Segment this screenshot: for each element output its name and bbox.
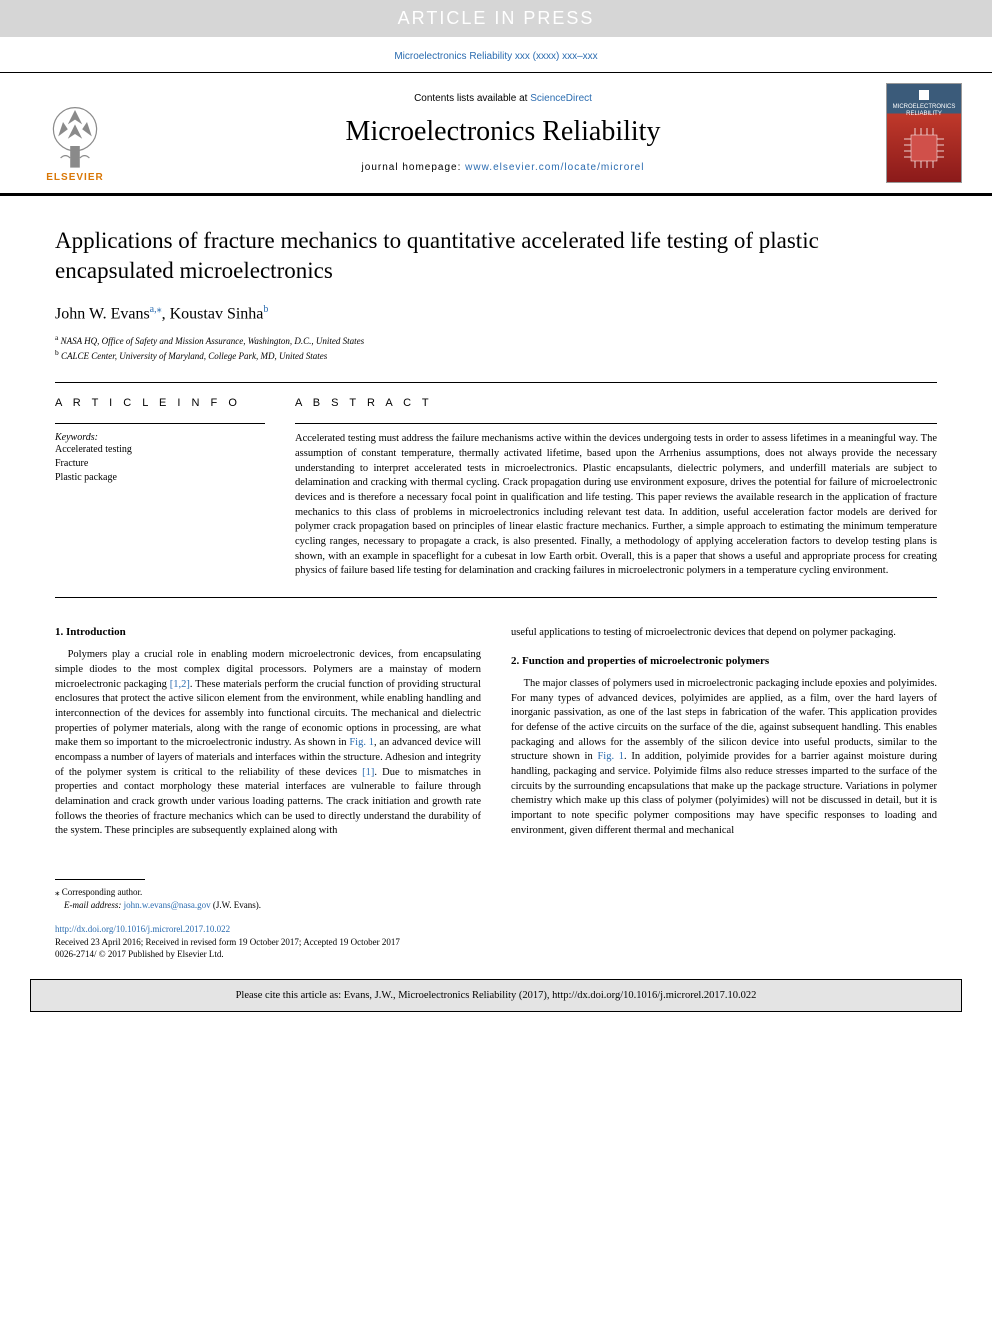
fig-1-link[interactable]: Fig. 1	[349, 737, 374, 748]
keywords-label: Keywords:	[55, 432, 265, 443]
footnote-rule	[55, 879, 145, 880]
journal-homepage-link[interactable]: www.elsevier.com/locate/microrel	[465, 162, 644, 173]
section-2-paragraph: The major classes of polymers used in mi…	[511, 677, 937, 839]
article-info-heading: A R T I C L E I N F O	[55, 397, 265, 409]
info-abstract-row: A R T I C L E I N F O Keywords: Accelera…	[55, 382, 937, 598]
abstract-column: A B S T R A C T Accelerated testing must…	[295, 397, 937, 579]
affiliation-b: b CALCE Center, University of Maryland, …	[55, 348, 937, 363]
keyword-item: Plastic package	[55, 471, 265, 485]
article-title: Applications of fracture mechanics to qu…	[55, 226, 937, 286]
author-1-name: John W. Evans	[55, 305, 150, 322]
doi-block: http://dx.doi.org/10.1016/j.microrel.201…	[55, 923, 937, 961]
cover-title: MICROELECTRONICS RELIABILITY	[891, 104, 957, 117]
author-list: John W. Evansa,⁎, Koustav Sinhab	[55, 304, 937, 323]
section-1-paragraph: Polymers play a crucial role in enabling…	[55, 648, 481, 839]
sciencedirect-link[interactable]: ScienceDirect	[530, 93, 592, 104]
footer: ⁎ Corresponding author. E-mail address: …	[0, 879, 992, 961]
affiliation-a: a NASA HQ, Office of Safety and Mission …	[55, 333, 937, 348]
s2-text-b: . In addition, polyimide provides for a …	[511, 751, 937, 835]
article-info-column: A R T I C L E I N F O Keywords: Accelera…	[55, 397, 265, 579]
top-citation-link[interactable]: Microelectronics Reliability xxx (xxxx) …	[394, 51, 597, 62]
fig-1-link-b[interactable]: Fig. 1	[597, 751, 624, 762]
keyword-item: Fracture	[55, 457, 265, 471]
email-label: E-mail address:	[64, 900, 124, 910]
abstract-heading: A B S T R A C T	[295, 397, 937, 409]
s2-text-a: The major classes of polymers used in mi…	[511, 678, 937, 762]
journal-homepage-line: journal homepage: www.elsevier.com/locat…	[136, 162, 870, 173]
please-cite-box: Please cite this article as: Evans, J.W.…	[30, 979, 962, 1012]
corresponding-author-note: ⁎ Corresponding author.	[55, 886, 937, 899]
info-rule	[55, 423, 265, 424]
abstract-rule	[295, 423, 937, 424]
corr-label: Corresponding author.	[60, 887, 143, 897]
cite-box-text: Please cite this article as: Evans, J.W.…	[236, 990, 757, 1001]
email-line: E-mail address: john.w.evans@nasa.gov (J…	[55, 899, 937, 912]
ref-link-1[interactable]: [1]	[362, 767, 374, 778]
corresponding-email[interactable]: john.w.evans@nasa.gov	[124, 900, 211, 910]
email-suffix: (J.W. Evans).	[211, 900, 261, 910]
masthead-center: Contents lists available at ScienceDirec…	[136, 93, 870, 173]
author-separator: ,	[162, 305, 170, 322]
journal-name: Microelectronics Reliability	[136, 116, 870, 148]
cover-chip-icon	[899, 123, 949, 173]
elsevier-tree-icon	[39, 98, 111, 170]
contents-prefix: Contents lists available at	[414, 93, 530, 104]
article-in-press-banner: ARTICLE IN PRESS	[0, 0, 992, 37]
article-body: Applications of fracture mechanics to qu…	[0, 196, 992, 839]
ref-link-1-2[interactable]: [1,2]	[170, 679, 190, 690]
affil-b-text: CALCE Center, University of Maryland, Co…	[59, 351, 327, 361]
banner-text: ARTICLE IN PRESS	[398, 8, 595, 28]
right-column: useful applications to testing of microe…	[511, 626, 937, 839]
masthead: ELSEVIER Contents lists available at Sci…	[0, 72, 992, 196]
publisher-logo: ELSEVIER	[30, 83, 120, 183]
author-2-name: Koustav Sinha	[170, 305, 264, 322]
left-column: 1. Introduction Polymers play a crucial …	[55, 626, 481, 839]
doi-link[interactable]: http://dx.doi.org/10.1016/j.microrel.201…	[55, 924, 230, 934]
keyword-item: Accelerated testing	[55, 443, 265, 457]
section-2-heading: 2. Function and properties of microelect…	[511, 655, 937, 667]
section-1-continuation: useful applications to testing of microe…	[511, 626, 937, 641]
section-1-heading: 1. Introduction	[55, 626, 481, 638]
body-columns: 1. Introduction Polymers play a crucial …	[55, 626, 937, 839]
top-citation-line: Microelectronics Reliability xxx (xxxx) …	[0, 37, 992, 72]
author-2-affil-sup[interactable]: b	[263, 304, 268, 315]
abstract-text: Accelerated testing must address the fai…	[295, 432, 937, 579]
publisher-name: ELSEVIER	[46, 172, 103, 183]
received-dates: Received 23 April 2016; Received in revi…	[55, 936, 937, 949]
author-1-affil-sup[interactable]: a,	[150, 304, 157, 315]
journal-cover-thumbnail: MICROELECTRONICS RELIABILITY	[886, 83, 962, 183]
affil-a-text: NASA HQ, Office of Safety and Mission As…	[58, 336, 364, 346]
page: ARTICLE IN PRESS Microelectronics Reliab…	[0, 0, 992, 1012]
homepage-prefix: journal homepage:	[362, 162, 466, 173]
contents-available-line: Contents lists available at ScienceDirec…	[136, 93, 870, 104]
copyright-line: 0026-2714/ © 2017 Published by Elsevier …	[55, 948, 937, 961]
